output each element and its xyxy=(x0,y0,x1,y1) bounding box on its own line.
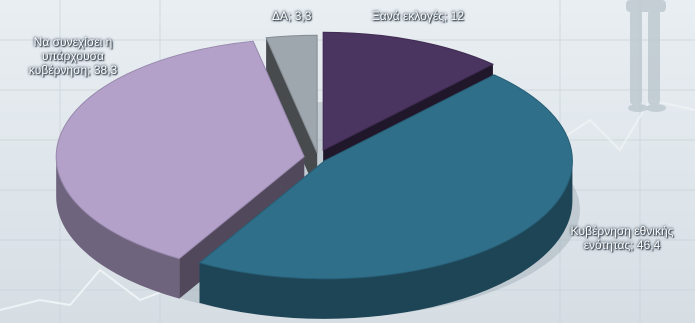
data-label-national-unity: Κυβέρνηση εθνικής ενότητας; 46,4 xyxy=(570,224,674,252)
data-label-dont-know: ΔΑ; 3,3 xyxy=(272,9,312,23)
data-label-current-government: Να συνεχίσει η υπάρχουσα κυβέρνηση; 38,3 xyxy=(28,35,118,77)
pie-slice-new-elections xyxy=(322,31,495,152)
pie-slice-current-government xyxy=(55,40,305,260)
data-label-new-elections: Ξανά εκλογές; 12 xyxy=(372,9,464,23)
pie-slice-dont-know-cut-face xyxy=(266,37,318,194)
pie-slice-current-government-side xyxy=(56,156,180,299)
pie-slice-dont-know xyxy=(265,34,318,154)
pie-slice-national-unity-side xyxy=(199,160,573,319)
pie-slice-national-unity xyxy=(198,74,573,280)
